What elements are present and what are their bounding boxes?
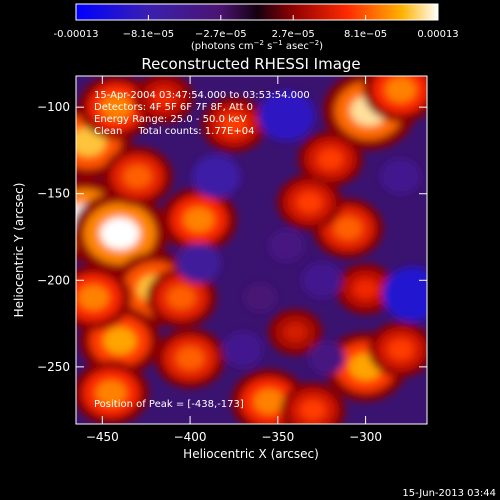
- heat-source-core: [385, 77, 417, 103]
- heat-source-core: [220, 113, 248, 136]
- heat-source-core: [175, 346, 205, 370]
- cold-source: [176, 243, 221, 283]
- heat-source-core: [353, 279, 378, 299]
- annotation-time-range: 15-Apr-2004 03:47:54.000 to 03:53:54.000: [94, 90, 310, 101]
- y-tick-label: −100: [37, 100, 70, 114]
- y-axis-ticks: −100 −150 −200 −250: [37, 100, 427, 374]
- y-tick-label: −250: [37, 360, 70, 374]
- cold-source: [308, 342, 345, 375]
- cold-source: [380, 158, 421, 195]
- colorbar: [75, 3, 439, 21]
- heat-source-core: [123, 164, 152, 189]
- heat-source-core: [78, 285, 109, 311]
- cold-source: [192, 154, 241, 199]
- x-tick-label: −350: [261, 430, 294, 444]
- heat-source-core: [317, 148, 344, 170]
- peak-position-label: Position of Peak = [-438,-173]: [94, 399, 244, 410]
- y-tick-label: −150: [37, 187, 70, 201]
- colorbar-tick-label: 8.1e−05: [344, 29, 387, 40]
- colorbar-ticks: [75, 15, 439, 20]
- heat-source-core: [183, 207, 215, 233]
- cold-source: [382, 267, 427, 322]
- x-tick-label: −300: [349, 430, 382, 444]
- heat-source-core: [284, 323, 307, 342]
- heat-source-core: [151, 88, 176, 109]
- annotation-energy-range: Energy Range: 25.0 - 50.0 keV: [94, 114, 247, 125]
- heat-source-core: [387, 338, 414, 361]
- heat-source-core: [333, 216, 363, 241]
- cold-source: [268, 229, 305, 262]
- x-axis-ticks: −450 −400 −350 −300: [86, 76, 382, 444]
- heat-source-core: [103, 327, 137, 355]
- annotation-block: 15-Apr-2004 03:47:54.000 to 03:53:54.000…: [94, 90, 310, 137]
- chart-title: Reconstructed RHESSI Image: [141, 55, 360, 73]
- colorbar-tick-label: 0.00013: [417, 29, 458, 40]
- colorbar-tick-labels: -0.00013 −8.1e−05 −2.7e−05 2.7e−05 8.1e−05 0.…: [54, 29, 459, 40]
- heat-source-core: [100, 217, 140, 250]
- y-tick-label: −200: [37, 273, 70, 287]
- heat-source-core: [299, 399, 327, 421]
- colorbar-tick-label: −2.7e−05: [195, 29, 247, 40]
- x-tick-label: −400: [174, 430, 207, 444]
- annotation-total-counts: Clean Total counts: 1.77E+04: [94, 126, 254, 137]
- footer-date: 15-Jun-2013 03:44: [402, 488, 496, 499]
- heatmap-sources: [76, 76, 427, 424]
- heat-source-core: [100, 94, 132, 120]
- cold-source: [301, 262, 342, 299]
- cold-source: [244, 283, 277, 313]
- colorbar-tick-label: −8.1e−05: [123, 29, 175, 40]
- heat-source-core: [253, 388, 285, 415]
- plot-frame: [75, 75, 428, 425]
- x-axis-label: Heliocentric X (arcsec): [183, 447, 319, 461]
- y-axis-label: Heliocentric Y (arcsec): [12, 183, 26, 318]
- annotation-detectors: Detectors: 4F 5F 6F 7F 8F, Att 0: [94, 102, 253, 113]
- heat-source-core: [167, 285, 196, 310]
- heat-source-core: [95, 380, 127, 406]
- colorbar-tick-label: -0.00013: [54, 29, 99, 40]
- cold-source: [222, 331, 263, 368]
- cold-source: [258, 90, 315, 142]
- colorbar-unit-label: (photons cm−2 s−1 asec−2): [191, 39, 323, 52]
- heat-source-core: [296, 191, 323, 214]
- x-tick-label: −450: [86, 430, 119, 444]
- colorbar-tick-label: 2.7e−05: [272, 29, 315, 40]
